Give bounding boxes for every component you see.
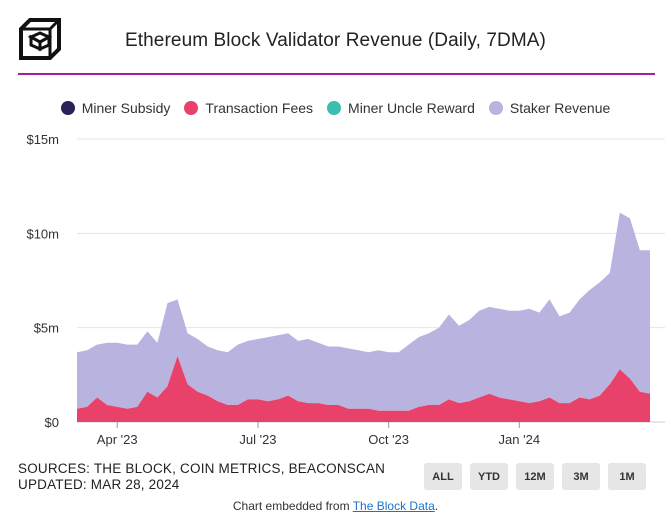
range-selector: ALL YTD 12M 3M 1M xyxy=(424,463,646,490)
area-chart: $0 $5m $10m $15m Apr '23 Jul '23 Oct '23 Jan '2… xyxy=(26,132,665,447)
legend-label: Miner Subsidy xyxy=(81,100,171,116)
legend-item-staker-revenue[interactable]: Staker Revenue xyxy=(488,100,611,116)
chart-legend: Miner Subsidy Transaction Fees Miner Unc… xyxy=(0,100,671,116)
sources-block: SOURCES: THE BLOCK, COIN METRICS, BEACON… xyxy=(18,461,385,493)
legend-item-miner-uncle-reward[interactable]: Miner Uncle Reward xyxy=(327,100,475,116)
range-button-ytd[interactable]: YTD xyxy=(470,463,508,490)
y-tick-label: $5m xyxy=(34,321,59,336)
range-button-1m[interactable]: 1M xyxy=(608,463,646,490)
title-divider xyxy=(18,73,655,75)
legend-marker xyxy=(488,101,503,115)
the-block-logo-icon xyxy=(19,18,61,60)
x-tick-label: Jul '23 xyxy=(239,432,276,447)
legend-marker xyxy=(60,101,75,115)
embed-credit: Chart embedded from The Block Data. xyxy=(0,499,671,513)
x-tick-label: Apr '23 xyxy=(97,432,138,447)
y-tick-label: $15m xyxy=(26,132,59,147)
legend-marker xyxy=(327,101,342,115)
y-tick-label: $10m xyxy=(26,226,59,241)
range-button-all[interactable]: ALL xyxy=(424,463,462,490)
legend-label: Miner Uncle Reward xyxy=(348,100,475,116)
legend-marker xyxy=(184,101,199,115)
the-block-data-link[interactable]: The Block Data xyxy=(352,499,435,513)
legend-item-transaction-fees[interactable]: Transaction Fees xyxy=(184,100,313,116)
x-tick-label: Jan '24 xyxy=(499,432,541,447)
staker-revenue-area xyxy=(77,212,650,411)
range-button-12m[interactable]: 12M xyxy=(516,463,554,490)
sources-text: SOURCES: THE BLOCK, COIN METRICS, BEACON… xyxy=(18,461,386,476)
y-tick-label: $0 xyxy=(45,415,59,430)
embed-prefix: Chart embedded from xyxy=(232,499,353,513)
embed-suffix: . xyxy=(434,499,439,513)
transaction-fees-area xyxy=(77,356,650,422)
chart-title: Ethereum Block Validator Revenue (Daily,… xyxy=(124,30,546,51)
legend-label: Staker Revenue xyxy=(509,100,611,116)
updated-text: UPDATED: MAR 28, 2024 xyxy=(18,477,180,492)
legend-label: Transaction Fees xyxy=(205,100,314,116)
range-button-3m[interactable]: 3M xyxy=(562,463,600,490)
legend-item-miner-subsidy[interactable]: Miner Subsidy xyxy=(60,100,171,116)
x-tick-label: Oct '23 xyxy=(368,432,409,447)
